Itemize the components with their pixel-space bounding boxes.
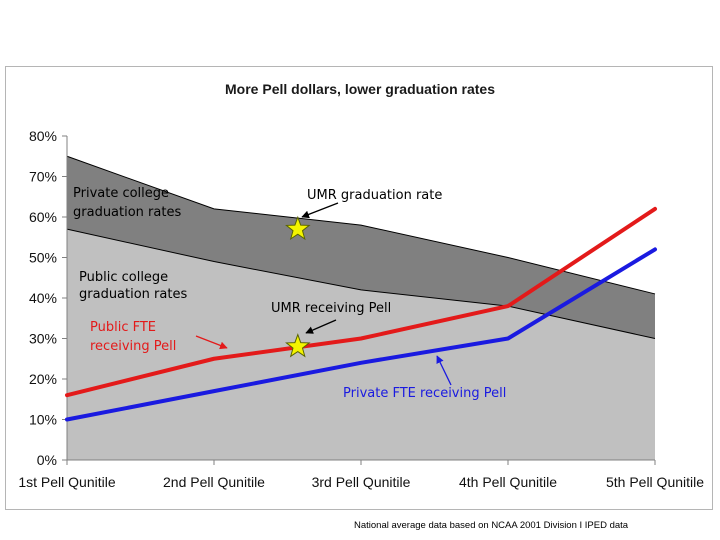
annotation-line: UMR receiving Pell <box>271 301 391 316</box>
x-tick-label: 4th Pell Qunitile <box>459 474 557 490</box>
y-tick-label: 40% <box>29 290 57 306</box>
annotation-line: UMR graduation rate <box>307 188 442 203</box>
annotation-public-fte: Public FTE receiving Pell <box>90 320 176 354</box>
annotation-line: graduation rates <box>79 287 187 302</box>
footnote: National average data based on NCAA 2001… <box>354 520 629 531</box>
annotation-private-college: Private college graduation rates <box>73 186 181 220</box>
y-tick-label: 70% <box>29 169 57 185</box>
y-tick-label: 50% <box>29 250 57 266</box>
annotation-line: Public FTE <box>90 320 156 335</box>
annotation-line: Private college <box>73 186 169 201</box>
annotation-umr-pell: UMR receiving Pell <box>271 301 391 316</box>
star-umr_graduation_rate <box>285 215 311 241</box>
arrow-private-fte <box>436 355 452 386</box>
x-tick-label: 1st Pell Qunitile <box>18 474 115 490</box>
annotation-private-fte: Private FTE receiving Pell <box>343 386 506 401</box>
annotation-umr-grad: UMR graduation rate <box>307 188 442 203</box>
star-umr_receiving_pell <box>285 333 311 358</box>
area-public_grad <box>67 229 655 460</box>
annotation-line: receiving Pell <box>90 339 176 354</box>
y-tick-label: 20% <box>29 371 57 387</box>
area-outline-private_grad <box>66 155 656 295</box>
chart-title: More Pell dollars, lower graduation rate… <box>225 81 495 97</box>
y-tick-label: 60% <box>29 209 57 225</box>
y-tick-label: 30% <box>29 331 57 347</box>
plot-area: 0% 10% 20% 30% 40% 50% 60% 70% 80% 1st Pell Qunit… <box>18 128 704 490</box>
arrow-umr-pell <box>305 319 337 334</box>
y-tick-label: 10% <box>29 412 57 428</box>
y-tick-label: 0% <box>37 452 57 468</box>
x-tick-label: 2nd Pell Qunitile <box>163 474 265 490</box>
x-tick-label: 5th Pell Qunitile <box>606 474 704 490</box>
annotation-line: graduation rates <box>73 205 181 220</box>
annotation-line: Private FTE receiving Pell <box>343 386 506 401</box>
area-outline-public_grad <box>66 228 656 339</box>
annotation-line: Public college <box>79 270 168 285</box>
line-private_fte_pell <box>65 247 657 422</box>
y-tick-label: 80% <box>29 128 57 144</box>
line-public_fte_pell <box>65 206 657 398</box>
arrow-public-fte <box>195 335 228 350</box>
annotation-public-college: Public college graduation rates <box>79 270 187 302</box>
x-tick-label: 3rd Pell Qunitile <box>312 474 411 490</box>
arrow-umr-grad <box>301 202 339 219</box>
